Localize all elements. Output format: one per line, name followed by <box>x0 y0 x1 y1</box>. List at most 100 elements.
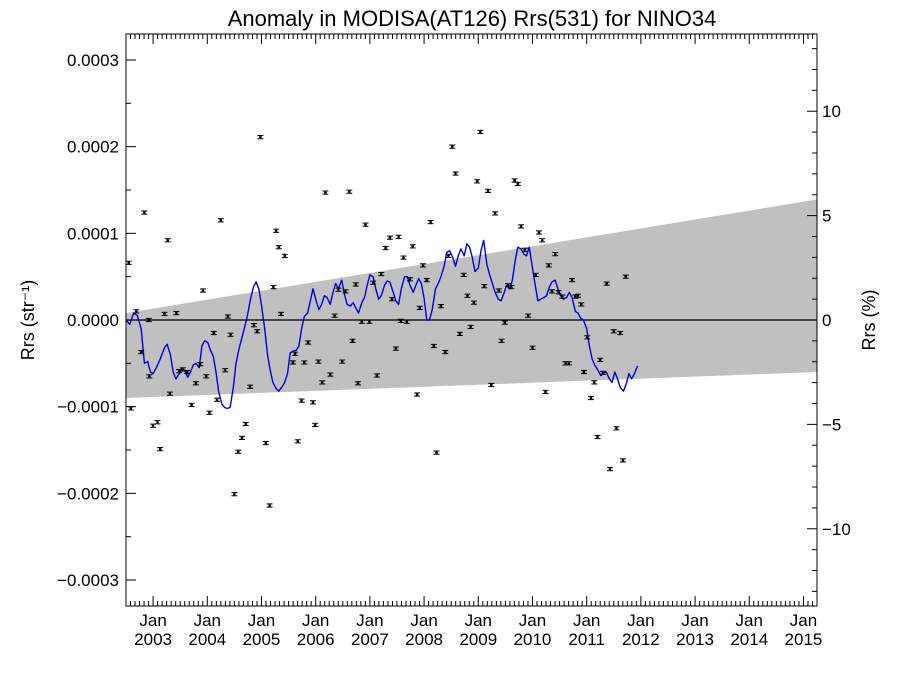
data-point <box>319 380 326 385</box>
data-point <box>227 332 234 337</box>
data-point <box>542 389 549 395</box>
data-point <box>173 310 180 316</box>
data-point <box>203 374 210 379</box>
data-point <box>559 294 566 299</box>
data-point <box>599 370 606 375</box>
y-tick-label-right: −5 <box>822 415 841 434</box>
data-point <box>138 349 145 355</box>
data-point <box>617 330 624 336</box>
data-point <box>352 282 359 287</box>
data-point <box>414 392 421 397</box>
data-point <box>273 228 280 233</box>
data-point <box>569 278 576 283</box>
data-point <box>370 280 377 285</box>
data-point <box>445 253 452 258</box>
y-axis-left-label: Rrs (str⁻¹) <box>18 280 38 360</box>
x-tick-label-year: 2010 <box>514 630 552 649</box>
y-tick-label-left: 0.0003 <box>67 51 119 70</box>
data-point <box>235 449 242 454</box>
x-tick-label-year: 2011 <box>568 630 605 649</box>
data-point <box>289 360 296 365</box>
data-point <box>521 247 528 252</box>
x-tick-label-month: Jan <box>410 611 437 630</box>
y-axis-left: 0.0003 0.0002 0.0001 0.0000 −0.0001 −0.0002 −0… <box>57 51 136 590</box>
data-point <box>495 288 502 293</box>
x-tick-label-month: Jan <box>194 611 221 630</box>
data-point <box>403 319 410 324</box>
data-point <box>358 319 365 324</box>
data-point <box>518 224 525 229</box>
data-point <box>613 426 620 431</box>
data-point <box>419 263 426 268</box>
x-tick-label-year: 2013 <box>676 630 714 649</box>
x-tick-label-year: 2012 <box>622 630 660 649</box>
data-point <box>342 289 349 294</box>
data-point <box>580 369 587 375</box>
data-point <box>217 218 224 223</box>
data-point <box>591 380 598 385</box>
data-point <box>312 422 319 427</box>
x-tick-label-month: Jan <box>139 611 166 630</box>
data-point <box>481 284 488 289</box>
x-tick-label-month: Jan <box>356 611 383 630</box>
data-point <box>179 367 186 372</box>
data-point <box>389 297 396 302</box>
data-point <box>619 458 626 463</box>
data-point <box>433 450 440 455</box>
data-point <box>508 284 515 290</box>
data-point <box>349 338 356 343</box>
confidence-band <box>126 199 817 398</box>
data-point <box>492 211 499 216</box>
data-point <box>545 263 552 268</box>
data-point <box>378 271 385 277</box>
x-tick-label-year: 2015 <box>785 630 823 649</box>
data-point <box>584 335 591 340</box>
data-point <box>474 179 481 184</box>
data-point <box>514 181 521 187</box>
data-point <box>610 329 617 334</box>
data-point <box>409 244 416 249</box>
data-point <box>335 287 342 292</box>
data-point <box>150 423 157 428</box>
x-tick-label-year: 2008 <box>405 630 443 649</box>
data-point <box>437 304 444 309</box>
data-point <box>525 313 532 318</box>
data-point <box>322 190 329 195</box>
x-tick-label-year: 2007 <box>351 630 389 649</box>
data-point <box>146 374 153 379</box>
data-point <box>141 210 148 215</box>
data-point <box>247 384 254 389</box>
data-point <box>125 260 132 265</box>
data-point <box>552 252 559 257</box>
data-point <box>184 369 191 375</box>
data-point <box>166 391 173 396</box>
data-point <box>427 219 434 225</box>
y-tick-label-left: −0.0001 <box>57 398 119 417</box>
data-point <box>176 369 183 374</box>
y-axis-right: 10 5 0 −5 −10 <box>807 48 851 592</box>
data-point <box>206 410 213 415</box>
data-point <box>281 253 288 258</box>
data-point <box>278 311 285 317</box>
y-tick-label-right: −10 <box>822 520 851 539</box>
data-point <box>464 293 471 298</box>
data-point <box>574 293 581 298</box>
y-tick-label-left: −0.0003 <box>57 571 119 590</box>
band-area <box>126 199 817 398</box>
data-point <box>292 351 299 356</box>
y-tick-label-right: 0 <box>822 311 831 330</box>
data-point <box>188 402 195 408</box>
data-point <box>539 238 546 243</box>
data-point <box>416 305 423 310</box>
series-line <box>125 239 639 410</box>
data-point <box>339 359 346 364</box>
data-point <box>565 361 572 366</box>
data-point <box>164 238 171 243</box>
anomaly-line <box>125 239 639 410</box>
data-point <box>532 272 539 278</box>
x-tick-label-month: Jan <box>627 611 654 630</box>
x-tick-label-year: 2009 <box>459 630 497 649</box>
data-point <box>400 255 407 260</box>
anomaly-points <box>125 129 629 508</box>
